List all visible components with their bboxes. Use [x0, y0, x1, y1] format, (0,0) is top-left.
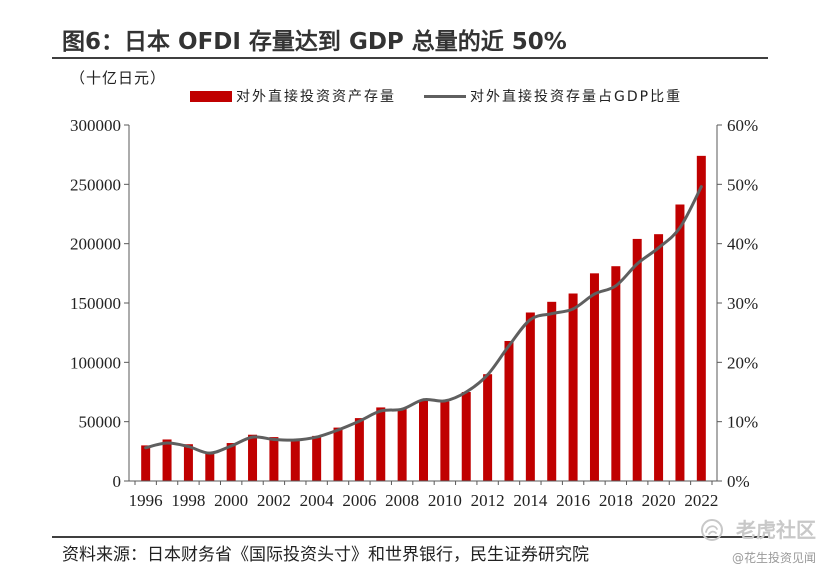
source-note: 资料来源：日本财务省《国际投资头寸》和世界银行，民生证券研究院 — [62, 545, 589, 565]
bar-2013 — [504, 340, 514, 481]
line-point-2022 — [699, 185, 703, 189]
line-point-2006 — [357, 419, 361, 423]
line-point-2004 — [315, 435, 319, 439]
bar-1996 — [141, 445, 151, 481]
legend-line-swatch — [424, 95, 466, 98]
x-axis-tick-label: 2016 — [556, 491, 590, 510]
line-point-2000 — [229, 444, 233, 448]
line-point-2014 — [528, 318, 532, 322]
left-axis-tick-label: 150000 — [70, 294, 121, 313]
bar-2017 — [589, 273, 599, 481]
bar-2002 — [269, 437, 279, 481]
bar-2022 — [696, 155, 706, 481]
line-point-2020 — [657, 246, 660, 250]
legend-label-gdp-ratio: 对外直接投资存量占GDP比重 — [470, 89, 683, 105]
bar-2015 — [547, 301, 557, 481]
left-axis-tick-label: 0 — [113, 472, 122, 491]
line-point-2013 — [507, 344, 511, 348]
line-point-2017 — [593, 292, 596, 296]
right-axis-tick-label: 30% — [727, 294, 758, 313]
x-axis-tick-label: 1998 — [171, 491, 205, 510]
watermark-brand: 老虎社区 — [736, 518, 816, 542]
line-point-1996 — [144, 446, 148, 450]
x-axis-tick-label: 2020 — [642, 491, 676, 510]
line-point-2016 — [571, 307, 575, 311]
bar-2009 — [419, 400, 428, 481]
right-axis-tick-label: 10% — [727, 413, 758, 432]
bar-2007 — [376, 407, 386, 481]
bar-2018 — [611, 266, 621, 481]
bar-series — [141, 155, 706, 482]
bar-2008 — [397, 408, 407, 481]
x-axis-tick-label: 1996 — [129, 491, 163, 510]
bar-2011 — [461, 392, 471, 481]
line-point-2011 — [464, 390, 468, 394]
bar-2010 — [440, 401, 450, 481]
x-axis-tick-label: 2014 — [513, 491, 548, 510]
line-point-2002 — [272, 438, 276, 441]
bar-2000 — [226, 443, 236, 481]
line-point-1997 — [165, 441, 169, 445]
x-axis-tick-label: 2012 — [471, 491, 505, 510]
bar-2001 — [248, 434, 258, 481]
title-divider — [52, 57, 768, 59]
x-axis-tick-label: 2006 — [342, 491, 376, 510]
legend-bar-swatch — [190, 91, 232, 102]
right-axis-tick-label: 40% — [727, 235, 758, 254]
bar-2003 — [290, 439, 300, 481]
x-axis-tick-label: 2022 — [684, 491, 718, 510]
bar-1997 — [162, 439, 172, 481]
line-point-2012 — [486, 373, 490, 377]
left-axis-tick-label: 50000 — [79, 413, 122, 432]
left-axis-unit-label: （十亿日元） — [70, 69, 167, 87]
bar-2004 — [312, 435, 322, 481]
line-point-2003 — [293, 438, 297, 442]
legend-label-stock: 对外直接投资资产存量 — [236, 89, 396, 105]
x-axis-tick-label: 2004 — [300, 491, 335, 510]
line-point-2021 — [678, 226, 682, 230]
x-axis-tick-label: 2008 — [385, 491, 419, 510]
line-series — [144, 185, 703, 455]
line-point-2007 — [379, 409, 383, 413]
line-point-2009 — [422, 398, 425, 402]
bar-2006 — [354, 418, 364, 481]
bar-1998 — [183, 444, 193, 481]
right-axis-tick-label: 20% — [727, 353, 758, 372]
right-axis-tick-label: 0% — [727, 472, 750, 491]
line-point-2019 — [635, 262, 639, 266]
bar-1999 — [205, 452, 215, 481]
watermark-logo-icon — [701, 519, 723, 541]
line-point-2001 — [251, 435, 254, 439]
line-point-2005 — [336, 428, 340, 432]
chart-title: 图6：日本 OFDI 存量达到 GDP 总量的近 50% — [62, 29, 567, 55]
line-point-2008 — [400, 407, 404, 411]
bar-2019 — [632, 238, 642, 481]
x-axis-tick-label: 2000 — [214, 491, 248, 510]
line-point-2010 — [443, 399, 447, 403]
line-point-2015 — [550, 312, 554, 316]
left-axis-tick-label: 250000 — [70, 175, 121, 194]
left-axis-tick-label: 200000 — [70, 235, 121, 254]
line-point-1998 — [187, 445, 190, 448]
source-divider — [52, 536, 768, 538]
left-axis-tick-label: 300000 — [70, 116, 121, 135]
x-axis-tick-label: 2002 — [257, 491, 291, 510]
bar-2005 — [333, 427, 343, 481]
bar-2020 — [654, 234, 664, 481]
x-axis-tick-label: 2018 — [599, 491, 633, 510]
line-point-2018 — [614, 284, 618, 288]
right-axis-tick-label: 60% — [727, 116, 758, 135]
line-point-1999 — [208, 451, 212, 455]
bar-2016 — [568, 293, 578, 481]
bar-2014 — [525, 312, 535, 481]
left-axis-tick-label: 100000 — [70, 353, 121, 372]
x-axis-tick-label: 2010 — [428, 491, 462, 510]
watermark-handle: @花生投资见闻 — [731, 551, 816, 565]
right-axis-tick-label: 50% — [727, 175, 758, 194]
chart-axes: 0 50000 100000 150000 200000 250000 300000 0% 10… — [70, 116, 758, 510]
bar-2021 — [675, 204, 685, 482]
bar-2012 — [483, 374, 493, 481]
